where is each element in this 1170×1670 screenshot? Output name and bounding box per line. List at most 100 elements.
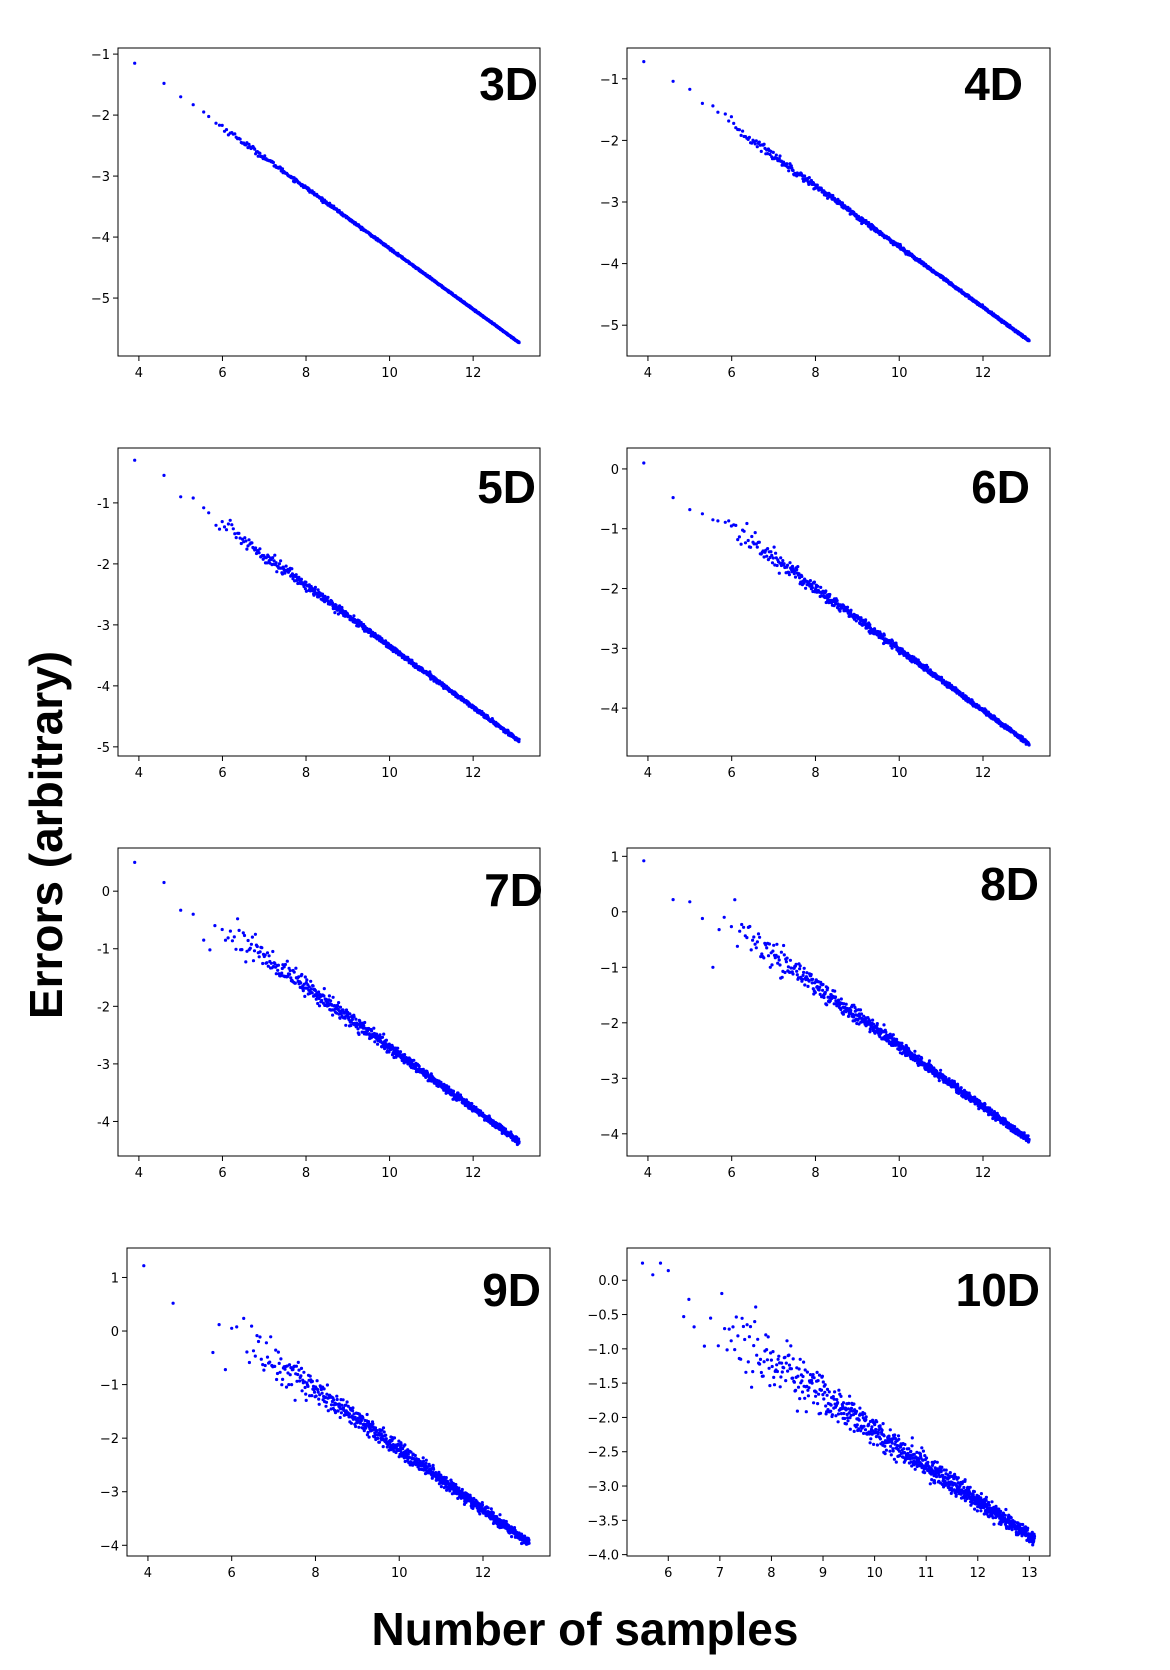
y-tick-label: −5	[600, 319, 619, 334]
data-point	[191, 496, 195, 500]
data-point	[330, 601, 335, 605]
data-point	[755, 145, 759, 149]
data-point	[271, 556, 275, 560]
x-tick-label: 4	[135, 366, 143, 381]
data-point	[284, 564, 288, 568]
data-point	[737, 535, 742, 539]
data-point	[770, 963, 774, 967]
data-point	[810, 586, 815, 590]
data-point	[787, 169, 791, 173]
x-tick-label: 12	[975, 766, 992, 781]
data-point	[736, 538, 740, 542]
data-point	[226, 522, 230, 526]
data-point	[258, 151, 262, 155]
data-point	[798, 967, 802, 971]
data-point	[362, 1024, 366, 1028]
data-point	[779, 950, 784, 954]
y-tick-label: −4	[91, 231, 110, 246]
data-point	[312, 593, 316, 597]
data-point	[711, 518, 715, 522]
data-point	[813, 990, 817, 995]
data-point	[240, 537, 245, 541]
data-point	[803, 174, 807, 178]
data-point	[376, 1042, 380, 1046]
data-point	[254, 546, 258, 550]
data-point	[826, 986, 830, 990]
data-point	[671, 496, 675, 500]
y-tick-label: −4	[600, 1128, 619, 1143]
data-point	[798, 964, 802, 968]
data-point	[785, 563, 790, 567]
data-point	[191, 912, 195, 916]
data-point	[745, 521, 749, 526]
data-point	[370, 1029, 374, 1033]
data-point	[304, 589, 308, 593]
data-point	[802, 966, 806, 970]
data-point	[208, 948, 212, 952]
data-point	[279, 559, 283, 563]
y-tick-label: -4	[97, 1115, 110, 1130]
panel-label: 6D	[971, 461, 1030, 513]
data-point	[517, 1137, 521, 1141]
data-point	[236, 917, 240, 921]
y-tick-label: −1	[600, 961, 619, 976]
data-point	[723, 520, 727, 524]
data-point	[775, 942, 779, 946]
data-point	[338, 1005, 343, 1009]
data-point	[217, 527, 222, 531]
data-point	[856, 214, 861, 218]
data-point	[821, 982, 825, 987]
data-point	[1027, 743, 1031, 747]
data-point	[133, 458, 137, 462]
data-point	[292, 970, 296, 974]
data-point	[859, 616, 863, 620]
y-tick-label: −3	[600, 1072, 619, 1087]
data-point	[207, 114, 211, 119]
data-point	[839, 997, 843, 1001]
y-tick-label: −3	[600, 642, 619, 657]
data-point	[380, 1035, 385, 1039]
data-point	[750, 141, 754, 145]
y-tick-label: −4	[600, 702, 619, 717]
data-point	[729, 925, 734, 929]
data-point	[788, 561, 792, 565]
plot-frame	[626, 447, 1051, 757]
data-point	[240, 948, 244, 952]
data-point	[396, 1046, 400, 1050]
y-tick-label: -2	[97, 558, 110, 573]
data-point	[277, 562, 281, 566]
data-point	[753, 531, 757, 535]
data-point	[250, 935, 254, 939]
data-point	[756, 932, 761, 936]
data-point	[890, 639, 895, 643]
data-point	[179, 908, 183, 912]
data-point	[297, 575, 301, 579]
x-tick-label: 12	[465, 766, 482, 781]
data-point	[248, 946, 252, 950]
data-point	[323, 600, 327, 604]
data-point	[811, 977, 815, 981]
y-tick-label: −1	[600, 73, 619, 88]
data-point	[228, 929, 232, 933]
data-point	[813, 186, 818, 190]
y-tick-label: -5	[97, 741, 110, 756]
data-point	[793, 575, 798, 579]
data-point	[734, 523, 738, 528]
data-point	[727, 119, 731, 123]
data-point	[797, 572, 801, 576]
data-point	[256, 154, 260, 158]
data-point	[739, 542, 743, 546]
data-point	[257, 955, 261, 959]
data-point	[671, 898, 675, 902]
data-point	[790, 564, 795, 568]
data-point	[327, 994, 331, 998]
data-point	[230, 939, 234, 943]
data-point	[269, 961, 273, 965]
data-point	[765, 554, 769, 558]
data-point	[202, 506, 206, 510]
data-point	[795, 973, 799, 977]
data-point	[260, 946, 264, 950]
data-point	[382, 1032, 386, 1036]
data-point	[271, 949, 275, 954]
